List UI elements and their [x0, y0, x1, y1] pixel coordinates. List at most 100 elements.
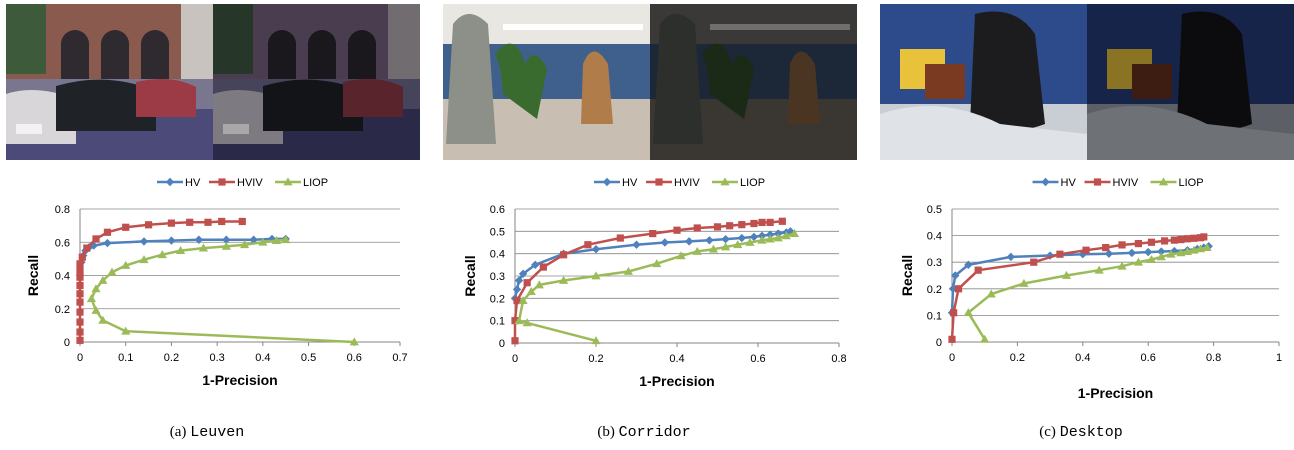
data-point-square: [948, 335, 956, 343]
data-point-square: [539, 263, 547, 271]
data-point-square: [673, 226, 681, 234]
data-point-diamond: [721, 234, 730, 244]
data-point-square: [218, 178, 226, 186]
data-point-square: [655, 178, 663, 186]
y-tick-label: 0.5: [490, 226, 505, 238]
y-axis-title: Recall: [462, 255, 478, 296]
data-point-square: [238, 217, 246, 226]
corridor-photo-bright: [443, 4, 650, 160]
data-point-square: [693, 224, 701, 232]
y-tick-label: 0.8: [55, 204, 70, 216]
x-axis-title: 1-Precision: [202, 372, 277, 388]
data-point-triangle: [271, 235, 282, 244]
data-point-square: [766, 218, 774, 226]
data-point-square: [1160, 237, 1169, 245]
data-point-triangle: [1061, 270, 1072, 279]
data-point-triangle: [91, 284, 101, 293]
data-point-square: [513, 296, 521, 305]
data-point-square: [750, 219, 758, 228]
data-point-square: [616, 234, 624, 242]
x-tick-label: 0.4: [255, 352, 270, 364]
x-tick-label: 0.2: [164, 352, 179, 364]
data-point-triangle: [175, 245, 186, 254]
desktop-photo-bright: [880, 4, 1087, 160]
x-tick-label: 0.8: [1206, 352, 1221, 364]
y-tick-label: 0: [499, 338, 505, 350]
data-point-diamond: [705, 236, 714, 245]
caption-leuven: (a) Leuven: [0, 424, 414, 441]
data-point-square: [1102, 243, 1110, 252]
data-point-square: [726, 222, 734, 230]
data-point-diamond: [139, 237, 149, 246]
leuven-photo-dark: [213, 4, 420, 160]
data-point-square: [1056, 250, 1064, 258]
data-point-triangle: [121, 326, 131, 335]
caption-label: (b): [597, 424, 615, 440]
data-point-square: [1190, 234, 1198, 242]
data-point-square: [511, 317, 519, 325]
data-point-square: [584, 241, 592, 249]
data-point-triangle: [745, 237, 755, 246]
y-axis-title: Recall: [899, 255, 915, 296]
data-point-triangle: [281, 235, 291, 244]
data-point-triangle: [1195, 244, 1206, 253]
data-point-triangle: [239, 240, 250, 249]
data-point-triangle: [121, 260, 131, 269]
data-point-square: [1093, 178, 1102, 186]
data-point-square: [92, 235, 100, 243]
data-point-triangle: [157, 250, 167, 259]
data-point-triangle: [98, 315, 108, 324]
x-tick-label: 0.8: [831, 353, 846, 365]
data-point-triangle: [86, 294, 97, 303]
data-point-diamond: [194, 235, 204, 244]
data-point-square: [1147, 238, 1156, 246]
data-point-triangle: [559, 275, 569, 284]
data-point-diamond: [1006, 252, 1016, 262]
legend-label: LIOP: [1179, 177, 1204, 189]
leuven-photo-bright: [6, 4, 213, 160]
data-point-diamond: [1144, 247, 1153, 257]
data-point-triangle: [765, 234, 775, 243]
data-point-square: [76, 260, 84, 268]
data-point-triangle: [708, 244, 719, 253]
data-point-square: [950, 309, 958, 317]
legend-entry: HVIV: [646, 177, 700, 189]
legend-entry: LIOP: [1150, 177, 1204, 189]
data-point-triangle: [1117, 261, 1127, 270]
data-point-triangle: [652, 259, 662, 268]
data-point-diamond: [165, 177, 175, 187]
x-tick-label: 0.2: [1010, 352, 1025, 364]
data-point-triangle: [720, 177, 730, 186]
caption-desktop: (c) Desktop: [874, 424, 1288, 441]
legend-label: HV: [1061, 177, 1077, 189]
caption-label: (a): [169, 424, 187, 440]
data-point-diamond: [89, 241, 98, 250]
x-tick-label: 0.7: [392, 352, 407, 364]
data-point-square: [1177, 235, 1185, 244]
y-tick-label: 0.2: [490, 293, 505, 305]
data-point-triangle: [1156, 252, 1166, 261]
x-tick-label: 0: [77, 352, 83, 364]
data-point-triangle: [676, 251, 686, 260]
y-tick-label: 0.2: [55, 304, 70, 316]
data-point-diamond: [1078, 250, 1087, 259]
x-tick-label: 0.6: [750, 353, 765, 365]
data-point-triangle: [1189, 245, 1199, 254]
y-tick-label: 0.6: [490, 204, 505, 216]
legend-label: HVIV: [1113, 177, 1139, 189]
data-point-triangle: [526, 287, 536, 296]
data-point-triangle: [591, 271, 601, 280]
data-point-square: [649, 229, 657, 238]
data-point-triangle: [781, 231, 791, 240]
data-point-diamond: [167, 236, 176, 245]
x-tick-label: 0.6: [1141, 352, 1156, 364]
data-point-triangle: [1133, 257, 1143, 266]
data-point-square: [204, 218, 212, 226]
data-point-square: [83, 244, 91, 252]
desktop-photo-dark: [1087, 4, 1294, 160]
data-point-square: [1170, 236, 1178, 244]
data-point-triangle: [757, 235, 767, 244]
data-point-square: [76, 281, 84, 290]
y-tick-label: 0.4: [927, 231, 942, 243]
x-tick-label: 0.1: [118, 352, 133, 364]
